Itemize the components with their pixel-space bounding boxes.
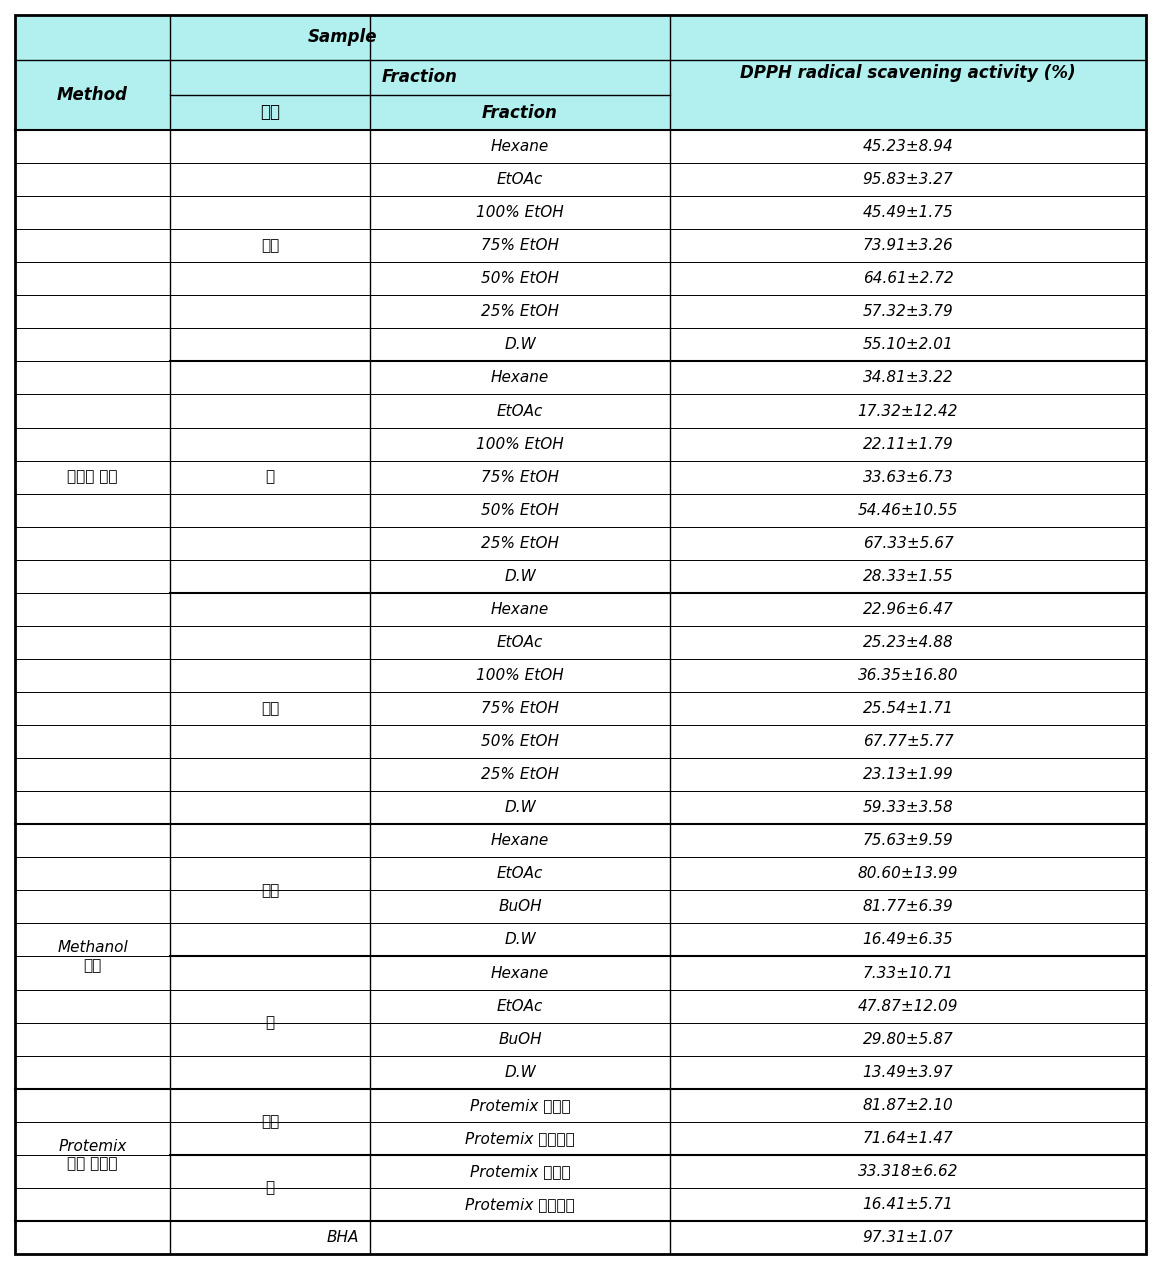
Text: 100% EtOH: 100% EtOH <box>476 206 564 220</box>
Text: D.W: D.W <box>504 338 536 353</box>
Text: Hexane: Hexane <box>491 834 549 848</box>
Text: 33.318±6.62: 33.318±6.62 <box>858 1164 958 1179</box>
Text: Protemix 의리군: Protemix 의리군 <box>470 1164 570 1179</box>
Text: 7.33±10.71: 7.33±10.71 <box>863 966 953 981</box>
Text: 50% EtOH: 50% EtOH <box>481 272 558 287</box>
Text: Protemix
효소 추출법: Protemix 효소 추출법 <box>58 1138 127 1171</box>
Text: 내장: 내장 <box>261 239 279 254</box>
Text: 29.80±5.87: 29.80±5.87 <box>863 1032 953 1047</box>
Text: 57.32±3.79: 57.32±3.79 <box>863 305 953 320</box>
Text: D.W: D.W <box>504 569 536 584</box>
Text: 81.77±6.39: 81.77±6.39 <box>863 900 953 915</box>
Text: 100% EtOH: 100% EtOH <box>476 667 564 683</box>
Text: EtOAc: EtOAc <box>497 173 543 187</box>
Text: 16.49±6.35: 16.49±6.35 <box>863 933 953 948</box>
Text: BuOH: BuOH <box>498 900 542 915</box>
Bar <box>170 95 370 129</box>
Text: 28.33±1.55: 28.33±1.55 <box>863 569 953 584</box>
Text: DPPH radical scavening activity (%): DPPH radical scavening activity (%) <box>741 63 1076 81</box>
Text: 36.35±16.80: 36.35±16.80 <box>858 667 958 683</box>
Text: Protemix 의리군: Protemix 의리군 <box>470 1098 570 1113</box>
Text: 67.77±5.77: 67.77±5.77 <box>863 733 953 749</box>
Text: 50% EtOH: 50% EtOH <box>481 503 558 518</box>
Text: 45.49±1.75: 45.49±1.75 <box>863 206 953 220</box>
Text: 54.46±10.55: 54.46±10.55 <box>858 503 958 518</box>
Text: 부위: 부위 <box>260 104 280 122</box>
Text: 23.13±1.99: 23.13±1.99 <box>863 768 953 782</box>
Text: 59.33±3.58: 59.33±3.58 <box>863 801 953 815</box>
Text: 73.91±3.26: 73.91±3.26 <box>863 239 953 254</box>
Text: 살: 살 <box>266 1015 274 1030</box>
Text: EtOAc: EtOAc <box>497 404 543 419</box>
Bar <box>170 60 670 95</box>
Text: 95.83±3.27: 95.83±3.27 <box>863 173 953 187</box>
Text: Hexane: Hexane <box>491 371 549 386</box>
Text: 75% EtOH: 75% EtOH <box>481 239 558 254</box>
Text: 67.33±5.67: 67.33±5.67 <box>863 536 953 551</box>
Text: 13.49±3.97: 13.49±3.97 <box>863 1065 953 1080</box>
Text: BHA: BHA <box>326 1230 359 1245</box>
Text: 25.23±4.88: 25.23±4.88 <box>863 634 953 650</box>
Text: 45.23±8.94: 45.23±8.94 <box>863 140 953 154</box>
Text: 75% EtOH: 75% EtOH <box>481 700 558 716</box>
Text: 내장: 내장 <box>261 883 279 898</box>
Text: Fraction: Fraction <box>482 104 558 122</box>
Text: 족부: 족부 <box>261 700 279 716</box>
Text: 75.63±9.59: 75.63±9.59 <box>863 834 953 848</box>
Text: Protemix 비의리군: Protemix 비의리군 <box>466 1197 575 1212</box>
Text: Method: Method <box>57 86 128 104</box>
Text: 25.54±1.71: 25.54±1.71 <box>863 700 953 716</box>
Text: EtOAc: EtOAc <box>497 634 543 650</box>
Text: 내장: 내장 <box>261 1114 279 1129</box>
Text: EtOAc: EtOAc <box>497 999 543 1014</box>
Text: Sample: Sample <box>308 28 377 47</box>
Text: 75% EtOH: 75% EtOH <box>481 470 558 485</box>
Text: 100% EtOH: 100% EtOH <box>476 437 564 452</box>
Text: 71.64±1.47: 71.64±1.47 <box>863 1131 953 1146</box>
Text: 80.60±13.99: 80.60±13.99 <box>858 867 958 882</box>
Text: Fraction: Fraction <box>382 69 457 86</box>
Text: 34.81±3.22: 34.81±3.22 <box>863 371 953 386</box>
Text: 22.11±1.79: 22.11±1.79 <box>863 437 953 452</box>
Text: D.W: D.W <box>504 801 536 815</box>
Text: Methanol
추출: Methanol 추출 <box>57 940 128 972</box>
Text: Protemix 비의리군: Protemix 비의리군 <box>466 1131 575 1146</box>
Text: D.W: D.W <box>504 933 536 948</box>
Text: Hexane: Hexane <box>491 602 549 617</box>
Text: 25% EtOH: 25% EtOH <box>481 536 558 551</box>
Text: 33.63±6.73: 33.63±6.73 <box>863 470 953 485</box>
Text: 22.96±6.47: 22.96±6.47 <box>863 602 953 617</box>
Text: 55.10±2.01: 55.10±2.01 <box>863 338 953 353</box>
Text: 25% EtOH: 25% EtOH <box>481 305 558 320</box>
Bar <box>15 15 670 60</box>
Text: 살: 살 <box>266 1180 274 1195</box>
Text: D.W: D.W <box>504 1065 536 1080</box>
Bar <box>370 95 670 129</box>
Text: BuOH: BuOH <box>498 1032 542 1047</box>
Text: 살: 살 <box>266 470 274 485</box>
Text: 16.41±5.71: 16.41±5.71 <box>863 1197 953 1212</box>
Text: Hexane: Hexane <box>491 966 549 981</box>
Text: 17.32±12.42: 17.32±12.42 <box>858 404 958 419</box>
Text: 97.31±1.07: 97.31±1.07 <box>863 1230 953 1245</box>
Text: Hexane: Hexane <box>491 140 549 154</box>
Text: 81.87±2.10: 81.87±2.10 <box>863 1098 953 1113</box>
Text: 47.87±12.09: 47.87±12.09 <box>858 999 958 1014</box>
Bar <box>670 15 1146 129</box>
Text: EtOAc: EtOAc <box>497 867 543 882</box>
Bar <box>15 60 170 129</box>
Text: 50% EtOH: 50% EtOH <box>481 733 558 749</box>
Text: 25% EtOH: 25% EtOH <box>481 768 558 782</box>
Text: 64.61±2.72: 64.61±2.72 <box>863 272 953 287</box>
Text: 초음파 추출: 초음파 추출 <box>67 470 117 485</box>
